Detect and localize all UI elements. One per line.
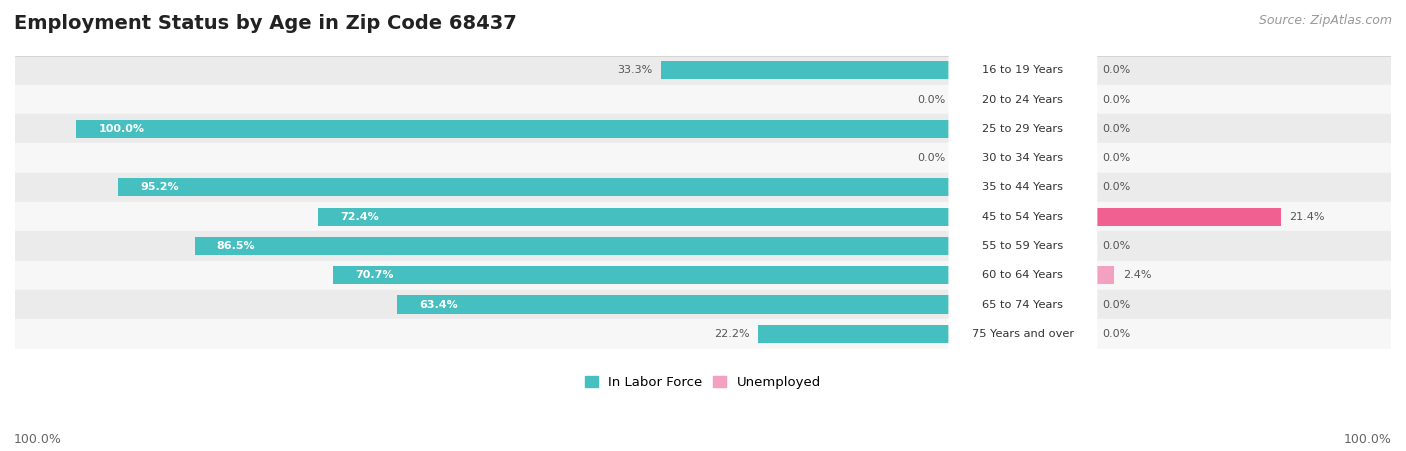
Text: 95.2%: 95.2% (141, 182, 179, 193)
Text: 0.0%: 0.0% (1102, 329, 1130, 339)
Text: 2.4%: 2.4% (1123, 270, 1152, 280)
Bar (194, 237, 953, 255)
Text: 72.4%: 72.4% (340, 212, 378, 222)
Bar (15, 231, 1391, 261)
Text: 21.4%: 21.4% (1289, 212, 1324, 222)
FancyBboxPatch shape (949, 47, 1098, 93)
Text: 75 Years and over: 75 Years and over (972, 329, 1074, 339)
Text: 20 to 24 Years: 20 to 24 Years (983, 95, 1063, 105)
Bar (15, 290, 1391, 319)
Text: 0.0%: 0.0% (1102, 65, 1130, 75)
Text: 30 to 34 Years: 30 to 34 Years (983, 153, 1063, 163)
Bar (1092, 266, 1114, 285)
Text: 100.0%: 100.0% (1344, 433, 1392, 446)
Bar (76, 120, 953, 138)
Text: 25 to 29 Years: 25 to 29 Years (983, 124, 1063, 134)
Bar (333, 266, 953, 285)
Bar (318, 207, 953, 226)
Text: 65 to 74 Years: 65 to 74 Years (983, 299, 1063, 309)
FancyBboxPatch shape (949, 164, 1098, 211)
Text: 100.0%: 100.0% (14, 433, 62, 446)
Legend: In Labor Force, Unemployed: In Labor Force, Unemployed (579, 371, 827, 395)
Text: 16 to 19 Years: 16 to 19 Years (983, 65, 1063, 75)
Text: 0.0%: 0.0% (1102, 182, 1130, 193)
Text: 45 to 54 Years: 45 to 54 Years (983, 212, 1063, 222)
Text: 0.0%: 0.0% (1102, 124, 1130, 134)
FancyBboxPatch shape (949, 76, 1098, 123)
Text: 0.0%: 0.0% (1102, 299, 1130, 309)
Bar (15, 85, 1391, 114)
FancyBboxPatch shape (949, 311, 1098, 357)
FancyBboxPatch shape (949, 281, 1098, 328)
Text: 33.3%: 33.3% (617, 65, 652, 75)
Bar (15, 55, 1391, 85)
Text: 0.0%: 0.0% (1102, 241, 1130, 251)
Text: 0.0%: 0.0% (1102, 95, 1130, 105)
Bar (15, 319, 1391, 349)
FancyBboxPatch shape (949, 135, 1098, 181)
Text: 70.7%: 70.7% (356, 270, 394, 280)
Bar (118, 178, 953, 197)
Bar (661, 61, 953, 79)
Text: 0.0%: 0.0% (918, 153, 946, 163)
Text: 63.4%: 63.4% (419, 299, 458, 309)
Text: 35 to 44 Years: 35 to 44 Years (983, 182, 1063, 193)
Text: Employment Status by Age in Zip Code 68437: Employment Status by Age in Zip Code 684… (14, 14, 517, 32)
FancyBboxPatch shape (949, 223, 1098, 269)
Text: 60 to 64 Years: 60 to 64 Years (983, 270, 1063, 280)
FancyBboxPatch shape (949, 193, 1098, 240)
Text: 22.2%: 22.2% (714, 329, 749, 339)
Text: 0.0%: 0.0% (1102, 153, 1130, 163)
Text: 100.0%: 100.0% (98, 124, 145, 134)
Text: 86.5%: 86.5% (217, 241, 256, 251)
FancyBboxPatch shape (949, 106, 1098, 152)
Bar (1092, 207, 1281, 226)
Text: Source: ZipAtlas.com: Source: ZipAtlas.com (1258, 14, 1392, 27)
Text: 0.0%: 0.0% (918, 95, 946, 105)
Bar (15, 202, 1391, 231)
Bar (396, 295, 953, 313)
Bar (15, 114, 1391, 143)
Bar (15, 261, 1391, 290)
Bar (758, 325, 953, 343)
Text: 55 to 59 Years: 55 to 59 Years (983, 241, 1063, 251)
Bar (15, 143, 1391, 173)
FancyBboxPatch shape (949, 252, 1098, 299)
Bar (15, 173, 1391, 202)
